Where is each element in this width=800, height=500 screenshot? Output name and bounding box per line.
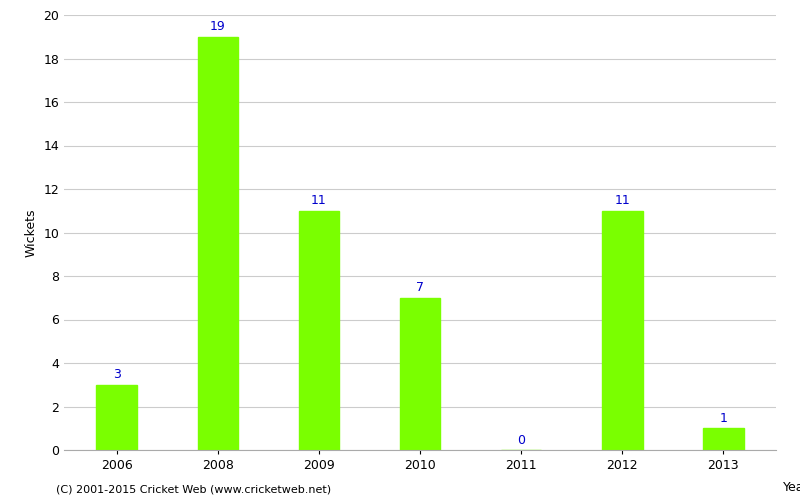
Text: (C) 2001-2015 Cricket Web (www.cricketweb.net): (C) 2001-2015 Cricket Web (www.cricketwe… xyxy=(56,485,331,495)
Text: 0: 0 xyxy=(517,434,525,446)
Text: 11: 11 xyxy=(614,194,630,207)
Bar xyxy=(198,37,238,450)
Bar xyxy=(400,298,440,450)
Bar xyxy=(602,211,642,450)
Bar xyxy=(298,211,339,450)
Text: 11: 11 xyxy=(311,194,326,207)
Text: 1: 1 xyxy=(719,412,727,425)
Bar xyxy=(703,428,744,450)
Y-axis label: Wickets: Wickets xyxy=(25,208,38,257)
Text: 19: 19 xyxy=(210,20,226,34)
Text: 3: 3 xyxy=(113,368,121,382)
Text: Year: Year xyxy=(783,480,800,494)
Text: 7: 7 xyxy=(416,282,424,294)
Bar xyxy=(96,385,137,450)
